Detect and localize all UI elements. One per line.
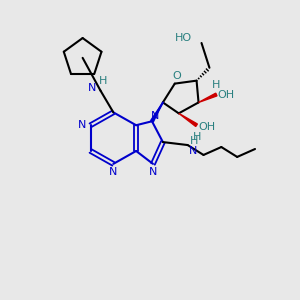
Text: N: N (109, 167, 118, 177)
Text: N: N (149, 167, 157, 177)
Polygon shape (179, 113, 197, 127)
Text: H: H (194, 132, 202, 142)
Polygon shape (199, 93, 217, 102)
Text: OH: OH (218, 89, 235, 100)
Text: H: H (212, 80, 220, 90)
Text: OH: OH (198, 122, 215, 132)
Polygon shape (151, 102, 163, 122)
Text: N: N (188, 146, 197, 156)
Text: O: O (172, 71, 181, 81)
Text: N: N (77, 120, 86, 130)
Text: H: H (189, 136, 198, 146)
Text: H: H (99, 76, 108, 85)
Text: N: N (151, 111, 159, 121)
Text: HO: HO (175, 33, 192, 43)
Text: N: N (88, 82, 97, 93)
